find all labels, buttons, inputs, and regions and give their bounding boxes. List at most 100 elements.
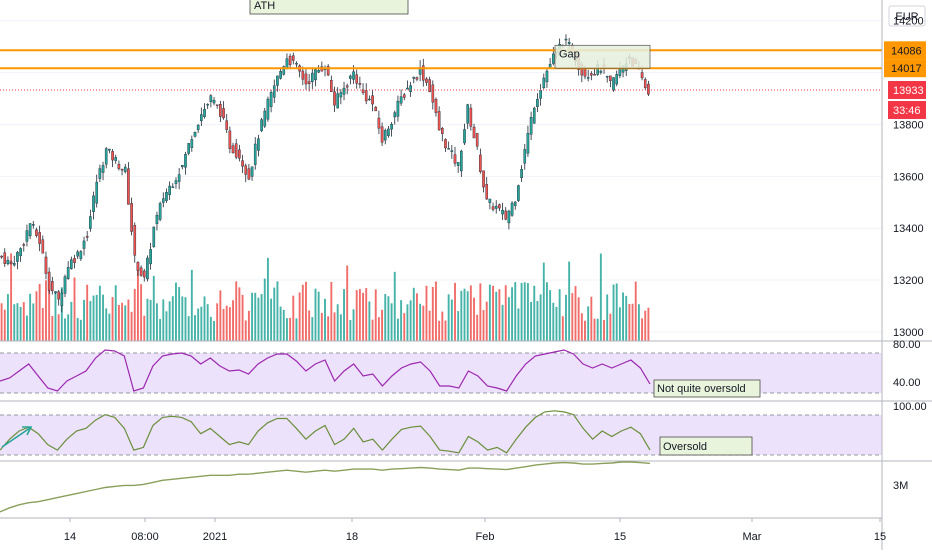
volume-bar <box>577 297 580 341</box>
candle <box>529 111 533 141</box>
volume-bar <box>238 287 241 341</box>
volume-bar <box>64 318 66 341</box>
volume-bar <box>136 267 139 341</box>
volume-bar <box>339 314 342 341</box>
main-annotations[interactable]: ATH Gap <box>249 0 651 69</box>
volume-bar <box>26 315 28 341</box>
volume-bar <box>216 303 219 341</box>
volume-bar <box>159 318 162 341</box>
candle <box>301 66 305 86</box>
volume-bar <box>352 309 355 341</box>
volume-bar <box>286 318 288 341</box>
volume-bar <box>409 300 412 341</box>
volume-bar <box>555 306 558 341</box>
volume-bar <box>22 302 25 341</box>
ath-note[interactable]: ATH <box>249 0 409 15</box>
candle <box>215 104 219 109</box>
gap-note[interactable]: Gap <box>554 44 651 69</box>
oversold-note[interactable]: Oversold <box>659 436 753 456</box>
volume-bar <box>362 292 364 341</box>
price-tick-label: 13800 <box>893 119 924 131</box>
volume-bar <box>333 312 336 341</box>
oscillator-pane[interactable]: Oversold <box>0 410 882 456</box>
volume-bar <box>187 316 190 341</box>
candle <box>434 97 438 117</box>
candle <box>482 170 485 193</box>
volume-bar <box>292 295 295 341</box>
volume-bar <box>387 296 390 341</box>
candle <box>0 255 3 259</box>
volume-bar <box>13 304 16 341</box>
candle <box>257 134 260 157</box>
volume-bar <box>406 304 409 341</box>
oscillator-annotations[interactable]: Oversold <box>1 426 753 456</box>
volume-bar <box>38 283 41 341</box>
gap-note-text: Gap <box>559 48 580 60</box>
not-quite-oversold-note[interactable]: Not quite oversold <box>653 379 761 398</box>
volume-bar <box>485 301 488 341</box>
volume-bar <box>641 318 644 341</box>
volume-bar <box>603 319 605 341</box>
candle <box>326 64 330 77</box>
volume-bar <box>181 296 184 341</box>
volume-bar <box>492 285 494 341</box>
candle <box>85 231 89 242</box>
volume-bar <box>57 314 60 341</box>
volume-bar <box>431 286 434 341</box>
candle <box>371 89 374 112</box>
volume-bar <box>92 295 95 341</box>
volume-bar <box>416 293 418 341</box>
candle <box>444 138 447 152</box>
volume-bar <box>533 285 536 341</box>
candle <box>333 86 336 113</box>
time-tick-label: 18 <box>346 531 358 543</box>
candle <box>463 123 466 146</box>
rsi-pane[interactable]: Not quite oversold <box>0 349 882 398</box>
candle <box>228 126 232 154</box>
volume-bar <box>336 304 339 341</box>
currency-button[interactable] <box>888 5 926 27</box>
time-axis[interactable]: 14 08:00 2021 18 Feb 15 Mar 15 <box>64 518 886 543</box>
time-tick-label: Feb <box>476 531 495 543</box>
volume-bar <box>558 289 561 341</box>
candle <box>130 197 133 236</box>
candle <box>190 135 194 152</box>
candle <box>196 124 200 133</box>
volume-bar <box>108 313 111 341</box>
volume-bar <box>298 292 301 341</box>
candle <box>339 89 343 105</box>
candle <box>479 148 482 174</box>
candle <box>485 176 489 200</box>
rsi-annotations[interactable]: Not quite oversold <box>653 379 761 398</box>
volume-bar <box>628 304 631 341</box>
volume-bar <box>622 292 624 341</box>
volume-bar <box>473 297 475 341</box>
volume-bar <box>168 301 171 341</box>
candle <box>108 148 111 154</box>
candle <box>19 247 22 262</box>
volume-bar <box>590 296 593 341</box>
obv-pane[interactable] <box>0 461 651 513</box>
candle <box>25 224 29 247</box>
volume-bar <box>580 313 583 341</box>
volume-bar <box>488 284 491 341</box>
candle <box>387 126 390 138</box>
main-pane[interactable]: ATH Gap <box>0 0 882 341</box>
volume-bar <box>343 289 345 341</box>
candle <box>450 145 454 159</box>
candle <box>399 89 403 106</box>
candle <box>532 106 536 124</box>
candle <box>6 256 10 266</box>
volume-bar <box>498 289 501 341</box>
price-axis[interactable]: EUR 13000132001340013600138001400014200 … <box>884 5 927 492</box>
price-level-lines[interactable] <box>0 49 882 91</box>
candle <box>82 236 86 256</box>
volume-bar <box>124 305 127 341</box>
candle <box>200 107 203 127</box>
candle <box>409 81 412 97</box>
candle <box>599 69 603 75</box>
candle <box>469 103 473 131</box>
candle <box>526 125 530 157</box>
candle <box>177 168 181 190</box>
